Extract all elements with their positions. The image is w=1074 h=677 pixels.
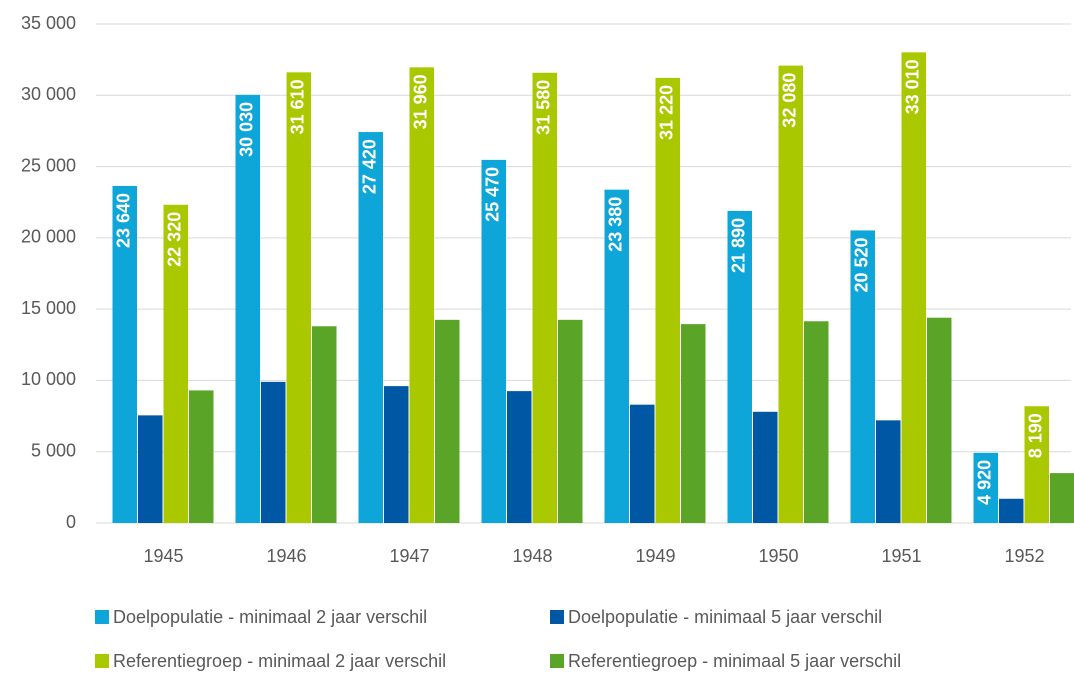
value-label: 30 030 <box>237 102 257 157</box>
bar <box>804 321 829 523</box>
value-label: 32 080 <box>780 73 800 128</box>
bar <box>727 210 752 524</box>
bar <box>1024 406 1049 523</box>
y-tick-label: 5 000 <box>31 440 76 460</box>
legend-swatch <box>550 610 564 624</box>
legend-label: Doelpopulatie - minimaal 2 jaar verschil <box>113 607 427 627</box>
legend-label: Referentiegroep - minimaal 2 jaar versch… <box>113 651 446 671</box>
value-label: 33 010 <box>903 59 923 114</box>
value-label: 20 520 <box>852 237 872 292</box>
x-tick-label: 1947 <box>389 546 429 566</box>
y-tick-label: 0 <box>66 512 76 532</box>
y-tick-label: 15 000 <box>21 298 76 318</box>
bar <box>973 452 998 523</box>
bar <box>163 204 188 523</box>
value-label: 31 580 <box>534 80 554 135</box>
x-tick-label: 1948 <box>512 546 552 566</box>
x-tick-label: 1945 <box>143 546 183 566</box>
bar <box>138 415 163 523</box>
value-label: 31 220 <box>657 85 677 140</box>
value-label: 25 470 <box>483 167 503 222</box>
x-tick-label: 1952 <box>1004 546 1044 566</box>
bar <box>286 72 311 523</box>
bar <box>312 326 337 523</box>
x-tick-label: 1946 <box>266 546 306 566</box>
value-label: 21 890 <box>729 218 749 273</box>
bar <box>384 386 409 523</box>
bar <box>189 390 214 523</box>
bar <box>850 230 875 524</box>
bar <box>753 411 778 523</box>
y-tick-label: 30 000 <box>21 84 76 104</box>
y-tick-label: 35 000 <box>21 13 76 33</box>
bar <box>112 185 137 524</box>
bar <box>235 94 260 523</box>
bar <box>435 319 460 523</box>
value-label: 23 640 <box>114 193 134 248</box>
bar <box>927 317 952 523</box>
bar <box>655 77 680 523</box>
bar <box>1050 473 1074 523</box>
legend-swatch <box>95 654 109 668</box>
bar <box>630 404 655 523</box>
legend-swatch <box>550 654 564 668</box>
value-label: 22 320 <box>165 212 185 267</box>
bar <box>604 189 629 523</box>
bar <box>358 132 383 523</box>
legend-swatch <box>95 610 109 624</box>
value-label: 31 960 <box>411 74 431 129</box>
bar <box>681 324 706 523</box>
bar <box>532 72 557 523</box>
bar <box>481 159 506 523</box>
bar <box>507 391 532 523</box>
value-label: 23 380 <box>606 197 626 252</box>
x-tick-label: 1949 <box>635 546 675 566</box>
value-label: 31 610 <box>288 79 308 134</box>
value-label: 27 420 <box>360 139 380 194</box>
x-tick-label: 1950 <box>758 546 798 566</box>
bar <box>901 52 926 524</box>
bar <box>999 498 1024 523</box>
legend-label: Doelpopulatie - minimaal 5 jaar verschil <box>568 607 882 627</box>
bar <box>876 420 901 523</box>
value-label: 8 190 <box>1026 413 1046 458</box>
legend-label: Referentiegroep - minimaal 5 jaar versch… <box>568 651 901 671</box>
x-tick-label: 1951 <box>881 546 921 566</box>
y-tick-label: 10 000 <box>21 369 76 389</box>
bar <box>558 319 583 523</box>
bar <box>409 67 434 524</box>
value-label: 4 920 <box>975 460 995 505</box>
bar <box>778 65 803 523</box>
y-tick-label: 25 000 <box>21 155 76 175</box>
bar <box>261 381 286 523</box>
y-tick-label: 20 000 <box>21 227 76 247</box>
